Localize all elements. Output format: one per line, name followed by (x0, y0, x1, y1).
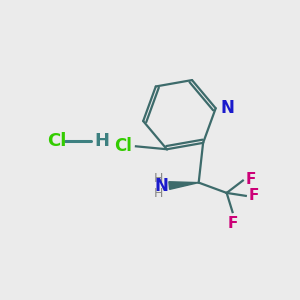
Text: N: N (221, 99, 235, 117)
Text: F: F (245, 172, 256, 187)
Text: F: F (248, 188, 259, 203)
Text: H: H (154, 187, 164, 200)
Text: Cl: Cl (47, 132, 66, 150)
Polygon shape (169, 182, 199, 189)
Text: H: H (94, 132, 109, 150)
Text: H: H (154, 172, 164, 185)
Text: N: N (155, 177, 169, 195)
Text: Cl: Cl (115, 137, 132, 155)
Text: F: F (227, 216, 238, 231)
